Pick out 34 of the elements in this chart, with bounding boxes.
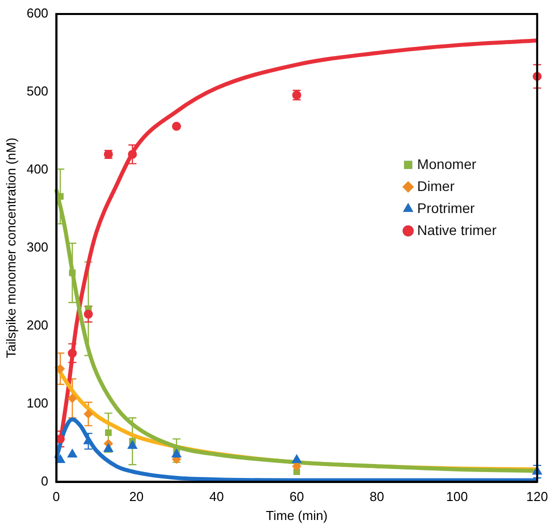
- legend-label: Protrimer: [417, 200, 476, 216]
- point: [67, 449, 78, 458]
- point: [84, 310, 93, 319]
- x-tick-label: 0: [52, 489, 60, 504]
- y-tick-label: 0: [41, 473, 48, 488]
- legend-label: Native trimer: [417, 222, 497, 238]
- point: [128, 150, 137, 159]
- x-tick-label: 40: [209, 489, 224, 504]
- point: [105, 429, 112, 436]
- point: [84, 409, 93, 418]
- point: [55, 454, 66, 463]
- point: [68, 348, 77, 358]
- x-tick-label: 120: [526, 489, 548, 504]
- legend-label: Monomer: [417, 156, 477, 172]
- point: [128, 440, 138, 449]
- legend-label: Dimer: [417, 178, 455, 194]
- point: [104, 444, 114, 452]
- point: [172, 449, 182, 458]
- point: [68, 270, 76, 276]
- x-tick-label: 80: [370, 489, 384, 504]
- y-tick-label: 300: [26, 239, 48, 254]
- y-tick-label: 500: [26, 84, 48, 99]
- x-tick-label: 20: [129, 489, 144, 504]
- y-tick-label: 600: [26, 6, 48, 21]
- x-tick-label: 100: [446, 489, 468, 504]
- point: [172, 122, 182, 131]
- point: [292, 454, 302, 463]
- x-tick-label: 60: [289, 489, 304, 504]
- y-tick-label: 400: [26, 162, 48, 177]
- x-axis-title: Time (min): [266, 508, 328, 523]
- point: [68, 394, 77, 403]
- y-axis-title: Tailspike monomer concentration (nM): [3, 138, 18, 358]
- y-tick-label: 200: [26, 317, 48, 332]
- y-tick-label: 100: [26, 395, 48, 410]
